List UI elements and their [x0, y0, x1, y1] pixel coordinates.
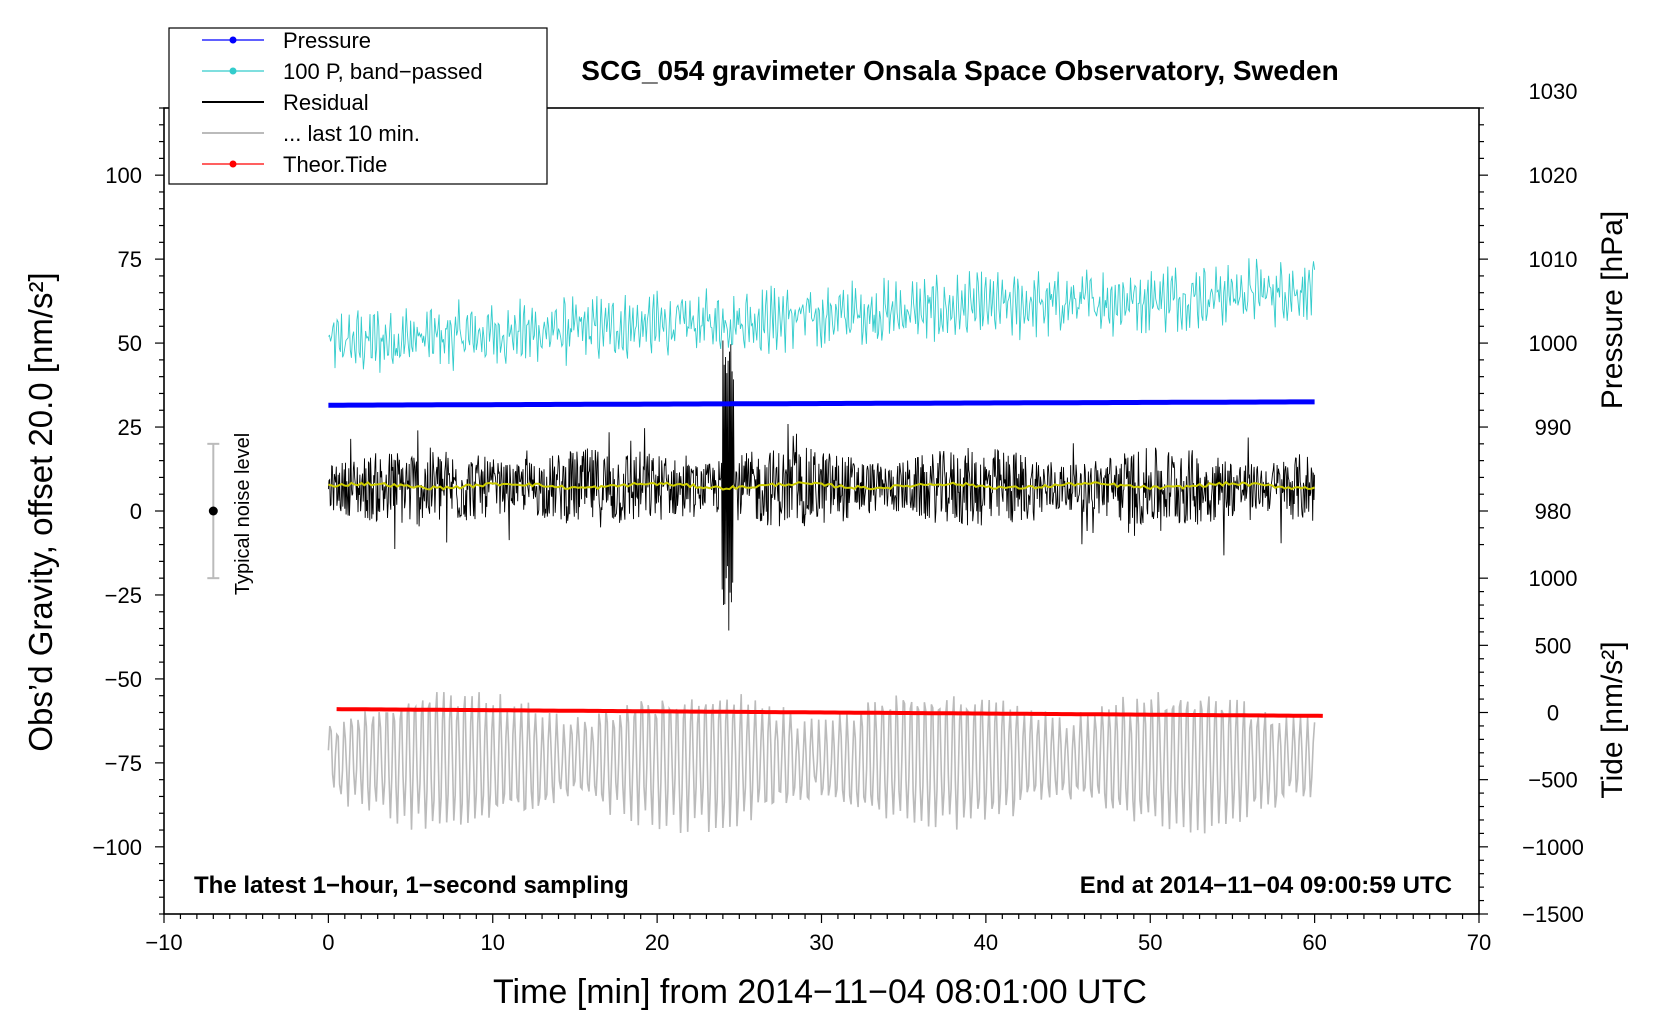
legend-label-residual: Residual — [283, 90, 369, 115]
y-tick-label: 100 — [105, 163, 142, 188]
series-line-theor-tide — [336, 707, 1323, 718]
y-tick-label: 75 — [118, 247, 142, 272]
annotation-end-time: End at 2014−11−04 09:00:59 UTC — [1080, 872, 1452, 899]
x-tick-label: 0 — [322, 930, 334, 955]
pressure-tick-label: 1030 — [1529, 79, 1578, 104]
x-axis-label: Time [min] from 2014−11−04 08:01:00 UTC — [493, 973, 1147, 1011]
y-axis-ticks: 100 75 50 25 0 −25 −50 −75 −100 — [92, 107, 164, 915]
tide-axis-ticks: 1000 500 0 −500 −1000 −1500 — [1479, 566, 1584, 927]
legend-marker-theor-tide — [229, 160, 237, 168]
series-line-last-10-min — [327, 692, 1316, 834]
legend-marker-pressure — [229, 36, 237, 44]
noise-level-bar — [207, 442, 220, 580]
legend-entry-band-passed: 100 P, band−passed — [202, 59, 483, 84]
series-line-residual — [327, 340, 1316, 631]
series-pressure — [328, 399, 1315, 408]
legend-entry-pressure: Pressure — [202, 28, 371, 53]
chart-title: SCG_054 gravimeter Onsala Space Observat… — [581, 55, 1338, 86]
tide-tick-label: 1000 — [1529, 566, 1578, 591]
legend-label-pressure: Pressure — [283, 28, 371, 53]
x-tick-label: 20 — [645, 930, 669, 955]
series-line-pressure — [328, 399, 1315, 408]
x-tick-label: 70 — [1467, 930, 1491, 955]
noise-level-label: Typical noise level — [232, 433, 254, 595]
pressure-tick-label: 990 — [1535, 415, 1572, 440]
pressure-tick-label: 1010 — [1529, 247, 1578, 272]
tide-tick-label: 500 — [1535, 633, 1572, 658]
y-tick-label: −100 — [92, 835, 142, 860]
x-tick-label: 30 — [809, 930, 833, 955]
pressure-tick-label: 1020 — [1529, 163, 1578, 188]
legend: Pressure 100 P, band−passed Residual ...… — [168, 27, 548, 185]
tide-tick-label: 0 — [1547, 701, 1559, 726]
pressure-axis-label: Pressure [hPa] — [1596, 211, 1629, 409]
legend-entry-residual: Residual — [202, 90, 369, 115]
legend-label-band-passed: 100 P, band−passed — [283, 59, 483, 84]
y-tick-label: −25 — [105, 583, 142, 608]
series-residual — [327, 340, 1316, 631]
series-last-10-min — [327, 692, 1316, 834]
legend-marker-band-passed — [229, 67, 237, 75]
series-100p-band-passed — [328, 258, 1316, 373]
legend-box — [168, 27, 548, 185]
tide-tick-label: −500 — [1528, 768, 1578, 793]
x-tick-label: 60 — [1302, 930, 1326, 955]
pressure-axis-ticks: 1030 1020 1010 1000 990 980 — [1479, 79, 1578, 546]
x-tick-label: −10 — [145, 930, 182, 955]
x-tick-label: 50 — [1138, 930, 1162, 955]
y-axis-label: Obs’d Gravity, offset 20.0 [nm/s²] — [22, 272, 59, 751]
y-tick-label: −75 — [105, 751, 142, 776]
series-residual-smoothed — [328, 480, 1315, 491]
tide-axis-label: Tide [nm/s²] — [1596, 641, 1629, 798]
y-tick-label: 0 — [130, 499, 142, 524]
y-tick-label: 50 — [118, 331, 142, 356]
legend-label-last-10-min: ... last 10 min. — [283, 121, 420, 146]
series-line-band-passed — [328, 258, 1316, 373]
pressure-tick-label: 1000 — [1529, 331, 1578, 356]
x-tick-label: 10 — [481, 930, 505, 955]
legend-label-theor-tide: Theor.Tide — [283, 152, 387, 177]
series-theor-tide — [336, 707, 1323, 718]
annotation-sampling: The latest 1−hour, 1−second sampling — [194, 872, 629, 899]
series-line-residual-smoothed — [328, 480, 1315, 491]
pressure-tick-label: 980 — [1535, 499, 1572, 524]
noise-bar-center-dot — [208, 506, 218, 516]
legend-entry-last-10-min: ... last 10 min. — [202, 121, 420, 146]
y-tick-label: 25 — [118, 415, 142, 440]
tide-tick-label: −1000 — [1522, 835, 1584, 860]
x-axis-ticks: −10 0 10 20 30 40 50 60 70 — [145, 914, 1491, 955]
x-tick-label: 40 — [974, 930, 998, 955]
y-tick-label: −50 — [105, 667, 142, 692]
tide-tick-label: −1500 — [1522, 902, 1584, 927]
legend-entry-theor-tide: Theor.Tide — [202, 152, 387, 177]
